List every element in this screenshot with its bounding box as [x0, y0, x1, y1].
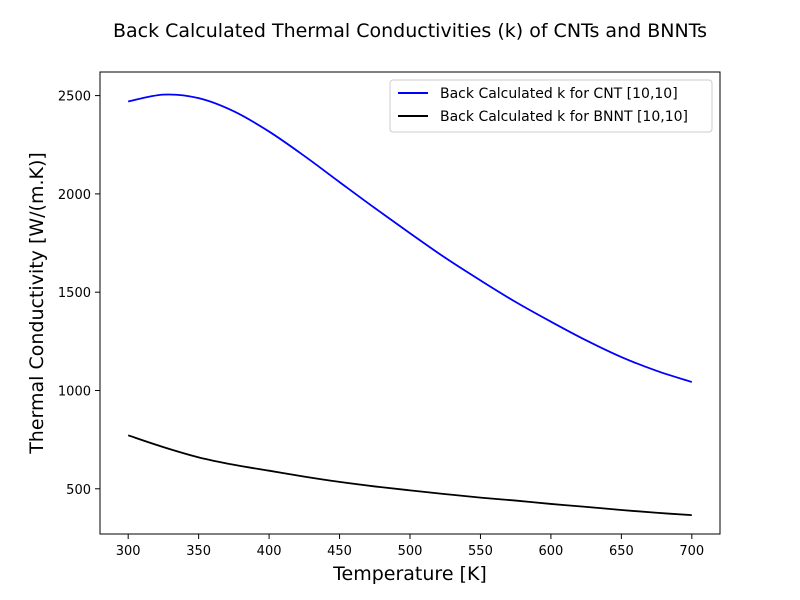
plot-frame — [99, 71, 721, 535]
x-tick-label: 650 — [609, 544, 634, 559]
series-line-cnt — [128, 93, 693, 383]
x-tick-label: 400 — [257, 544, 282, 559]
x-tick-label: 300 — [116, 544, 141, 559]
legend: Back Calculated k for CNT [10,10] Back C… — [389, 79, 713, 133]
x-tick-label: 450 — [327, 544, 352, 559]
plot-area — [99, 71, 721, 535]
x-tick-label: 350 — [186, 544, 211, 559]
x-tick-label: 700 — [679, 544, 704, 559]
x-tick-label: 500 — [398, 544, 423, 559]
legend-box — [389, 79, 713, 133]
y-tick-label: 500 — [66, 483, 91, 498]
x-axis-label: Temperature [K] — [332, 563, 487, 585]
y-axis-ticks: 500 1000 1500 2000 2500 — [58, 90, 100, 498]
chart-title: Back Calculated Thermal Conductivities (… — [113, 20, 707, 42]
series-line-bnnt — [127, 434, 692, 517]
y-axis-label: Thermal Conductivity [W/(m.K)] — [26, 152, 48, 455]
y-tick-label: 1500 — [58, 286, 91, 301]
y-tick-label: 2000 — [58, 188, 91, 203]
x-axis-ticks: 300 350 400 450 500 550 600 650 700 — [116, 534, 704, 559]
legend-label-cnt: Back Calculated k for CNT [10,10] — [440, 86, 678, 102]
x-tick-label: 550 — [468, 544, 493, 559]
legend-label-bnnt: Back Calculated k for BNNT [10,10] — [440, 109, 688, 125]
y-tick-label: 2500 — [58, 90, 91, 105]
y-tick-label: 1000 — [58, 384, 91, 399]
series-layer — [127, 93, 693, 517]
x-tick-label: 600 — [538, 544, 563, 559]
